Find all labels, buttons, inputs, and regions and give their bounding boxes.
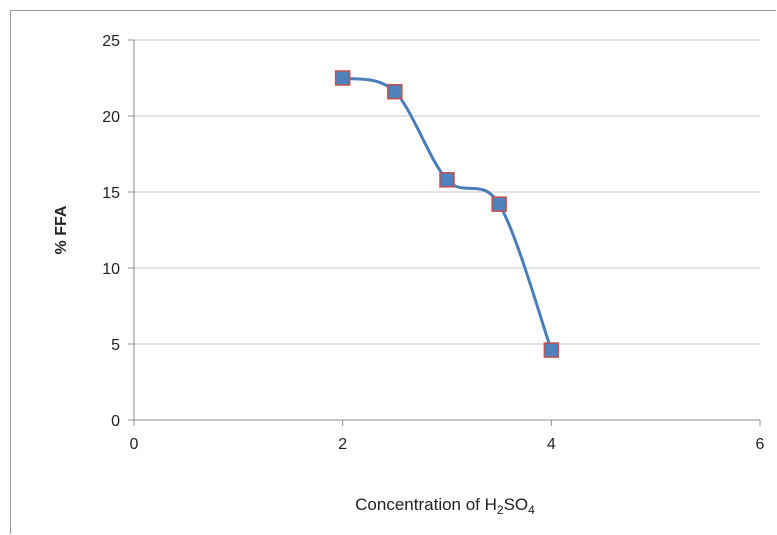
y-tick-label: 10 bbox=[102, 261, 120, 278]
y-tick-label: 25 bbox=[102, 33, 120, 50]
x-axis-label-mid: SO bbox=[504, 495, 529, 514]
x-tick-label: 4 bbox=[547, 436, 556, 453]
y-tick-label: 5 bbox=[111, 337, 120, 354]
data-point-marker bbox=[543, 342, 560, 358]
gridlines bbox=[134, 39, 760, 345]
y-tick-label: 0 bbox=[111, 413, 120, 430]
x-tick-label: 2 bbox=[338, 436, 347, 453]
series-line bbox=[342, 76, 553, 351]
axes bbox=[128, 39, 761, 426]
series-line-path bbox=[342, 76, 553, 351]
x-axis-label: Concentration of H2SO4 bbox=[355, 495, 535, 517]
data-markers bbox=[334, 70, 560, 358]
x-axis-label-sub2: 4 bbox=[528, 503, 535, 517]
data-point-marker bbox=[387, 83, 403, 100]
x-tick-label: 6 bbox=[756, 436, 765, 453]
x-axis-label-main: Concentration of H bbox=[355, 495, 497, 514]
x-tick-label: 0 bbox=[130, 436, 139, 453]
y-tick-label: 20 bbox=[102, 109, 120, 126]
y-axis-label: % FFA bbox=[53, 205, 70, 254]
tick-labels: 0 5 10 15 20 25 0 2 4 6 bbox=[102, 33, 764, 453]
data-point-marker bbox=[439, 172, 455, 188]
data-point-marker bbox=[491, 196, 507, 212]
y-tick-label: 15 bbox=[102, 185, 120, 202]
data-point-marker bbox=[334, 70, 351, 86]
x-axis-label-sub1: 2 bbox=[497, 503, 504, 517]
